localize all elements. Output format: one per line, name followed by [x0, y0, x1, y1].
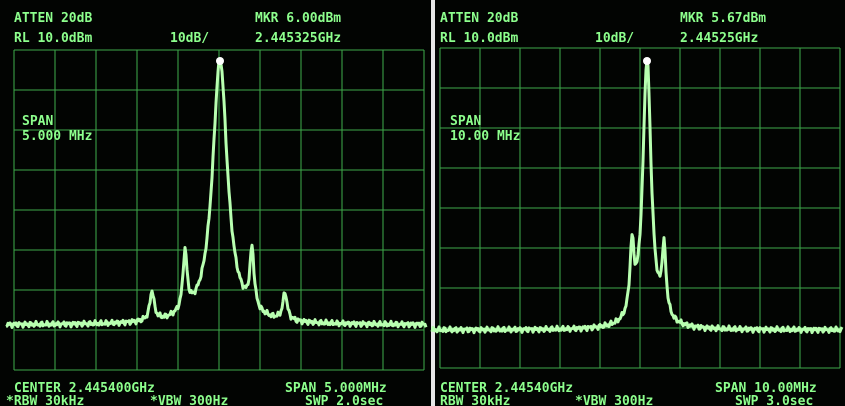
- label-span-value: 10.00 MHz: [450, 129, 520, 144]
- label-vbw: *VBW 300Hz: [150, 394, 228, 406]
- divider: [431, 0, 435, 406]
- page: ATTEN 20dB MKR 6.00dBm RL 10.0dBm 10dB/2.44…: [0, 0, 845, 406]
- label-span-label: SPAN: [22, 114, 53, 129]
- label-span-value: 5.000 MHz: [22, 129, 92, 144]
- screenshot: ATTEN 20dB MKR 6.00dBm RL 10.0dBm 10dB/2.44…: [0, 0, 845, 406]
- label-span-label: SPAN: [450, 114, 481, 129]
- label-atten: ATTEN 20dB: [14, 11, 92, 26]
- marker-dot: [216, 57, 224, 65]
- label-rbw: RBW 30kHz: [440, 394, 510, 406]
- label-marker-freq: 2.44525GHz: [680, 31, 758, 46]
- label-ref-level: RL 10.0dBm: [440, 31, 518, 46]
- label-marker: MKR 6.00dBm: [255, 11, 341, 26]
- label-scale: 10dB/: [595, 31, 634, 46]
- background: [0, 0, 845, 406]
- label-sweep: SWP 2.0sec: [305, 394, 383, 406]
- label-ref-level: RL 10.0dBm: [14, 31, 92, 46]
- label-atten: ATTEN 20dB: [440, 11, 518, 26]
- marker-dot: [643, 57, 651, 65]
- label-vbw: *VBW 300Hz: [575, 394, 653, 406]
- label-sweep: SWP 3.0sec: [735, 394, 813, 406]
- label-scale: 10dB/: [170, 31, 209, 46]
- label-rbw: *RBW 30kHz: [6, 394, 84, 406]
- label-marker-freq: 2.445325GHz: [255, 31, 341, 46]
- label-marker: MKR 5.67dBm: [680, 11, 766, 26]
